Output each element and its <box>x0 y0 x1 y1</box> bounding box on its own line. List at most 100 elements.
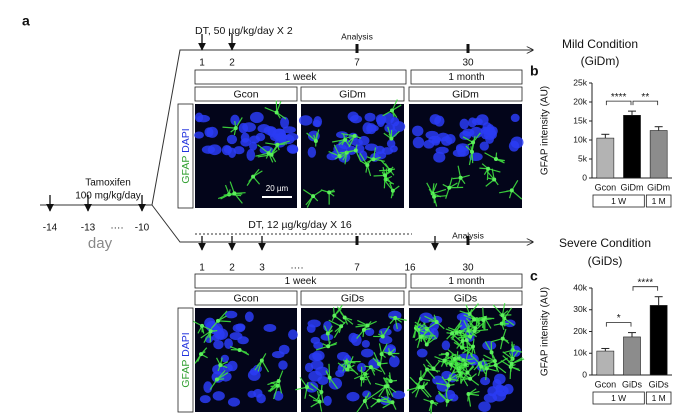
astrocyte <box>362 365 382 376</box>
micrograph <box>406 303 525 414</box>
astrocyte-body <box>326 344 331 349</box>
stain-box <box>177 103 194 209</box>
label: 1 month <box>448 276 484 287</box>
nucleus <box>199 395 211 404</box>
label: 100 mg/kg/day <box>75 191 141 202</box>
astrocyte-body <box>450 331 455 336</box>
nucleus <box>313 341 324 350</box>
astrocyte-body <box>492 177 497 182</box>
astrocyte <box>446 322 463 342</box>
nucleus <box>383 112 395 125</box>
astrocyte <box>363 147 385 165</box>
y-tick-label: 10k <box>573 348 587 358</box>
nucleus <box>385 344 397 355</box>
astrocyte <box>315 341 338 351</box>
nucleus <box>226 134 238 145</box>
astrocyte <box>442 177 464 199</box>
astrocyte-body <box>214 377 219 382</box>
astrocyte <box>379 160 396 176</box>
label: GiDs <box>454 292 477 304</box>
micrograph <box>190 308 298 412</box>
astrocyte-body <box>390 400 395 405</box>
x-tick-label: GiDs <box>649 379 669 389</box>
nucleus <box>249 141 258 151</box>
astrocyte-body <box>216 318 221 323</box>
astrocyte-body <box>379 352 384 357</box>
astrocyte <box>323 325 333 345</box>
astrocyte <box>382 347 400 358</box>
micrograph <box>194 100 299 208</box>
significance-label: **** <box>638 277 654 288</box>
nucleus <box>412 136 425 149</box>
label-box <box>194 86 298 102</box>
astrocyte-body <box>345 367 350 372</box>
nucleus <box>462 128 475 137</box>
astrocyte-body <box>359 376 364 381</box>
astrocyte-body <box>311 194 316 199</box>
nucleus <box>362 390 372 398</box>
astrocyte-body <box>464 338 469 343</box>
nucleus <box>244 311 254 323</box>
nucleus <box>305 381 319 393</box>
label-box <box>194 290 298 306</box>
astrocyte <box>462 132 481 151</box>
group-label: 1 W <box>611 196 626 206</box>
group-box <box>645 194 672 208</box>
label: ···· <box>290 263 303 274</box>
nucleus <box>441 340 451 351</box>
nucleus <box>336 131 348 139</box>
nucleus <box>433 151 446 163</box>
mild-axis <box>151 50 533 206</box>
label: DT, 50 µg/kg/day X 2 <box>195 25 293 37</box>
astrocyte <box>465 143 475 166</box>
astrocyte-body <box>327 375 332 380</box>
astrocyte <box>484 341 497 363</box>
astrocyte <box>267 381 279 400</box>
astrocyte-body <box>346 364 351 369</box>
astrocyte-body <box>251 174 256 179</box>
astrocyte <box>383 377 397 397</box>
astrocyte <box>210 310 231 330</box>
astrocyte <box>345 144 362 162</box>
astrocyte-body <box>371 157 376 162</box>
severe-axis <box>151 204 533 242</box>
nucleus <box>480 376 491 386</box>
astrocyte-body <box>325 331 330 336</box>
astrocyte-body <box>390 188 395 193</box>
astrocyte-body <box>470 149 475 154</box>
astrocyte <box>502 355 525 372</box>
astrocyte-body <box>365 323 370 328</box>
y-tick-label: 10k <box>573 134 587 144</box>
significance-label: **** <box>611 92 627 103</box>
astrocyte <box>435 374 455 392</box>
y-tick-label: 20k <box>573 96 587 106</box>
astrocyte-body <box>208 329 213 334</box>
astrocyte-body <box>317 399 322 404</box>
nucleus <box>235 323 246 332</box>
nucleus <box>240 132 250 143</box>
nucleus <box>273 391 284 401</box>
nucleus <box>471 118 483 126</box>
nucleus <box>435 146 449 154</box>
astrocyte <box>359 153 373 177</box>
astrocyte <box>437 389 453 407</box>
astrocyte-body <box>432 194 437 199</box>
label: -14 <box>43 223 58 234</box>
astrocyte-body <box>460 338 465 343</box>
nucleus <box>423 139 435 149</box>
nucleus <box>255 132 266 142</box>
label: Analysis <box>452 230 484 240</box>
astrocyte <box>426 182 447 198</box>
nucleus <box>469 126 483 139</box>
astrocyte-body <box>274 110 279 115</box>
nucleus <box>211 333 221 342</box>
astrocyte-body <box>383 384 388 389</box>
nucleus <box>441 136 453 146</box>
astrocyte <box>267 370 284 394</box>
label: b <box>530 63 539 79</box>
astrocyte <box>452 165 470 188</box>
x-tick-label: GiDm <box>621 182 644 192</box>
astrocyte <box>378 343 388 368</box>
astrocyte <box>328 319 346 339</box>
astrocyte <box>308 390 323 412</box>
